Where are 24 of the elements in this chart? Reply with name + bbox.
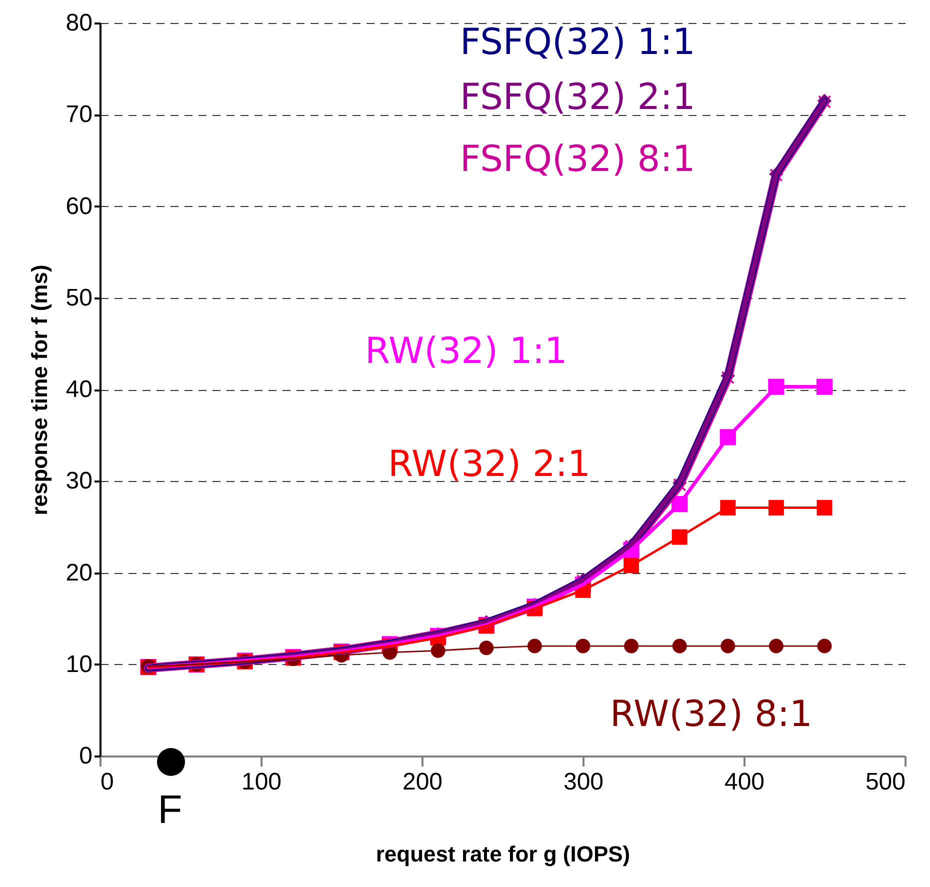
x-tick-label: 100 (241, 768, 282, 796)
text: F (158, 788, 182, 832)
x-tick-label: 400 (724, 768, 765, 796)
y-tick-label: 30 (66, 468, 92, 495)
text: RW(32) 2:1 (388, 444, 590, 485)
x-tick-label: 200 (402, 768, 443, 796)
x-axis-title: request rate for g (IOPS) (376, 842, 630, 866)
x-tick-label: 0 (100, 768, 114, 796)
y-axis-title: response time for f (ms) (26, 264, 52, 516)
text: FSFQ(32) 1:1 (460, 22, 696, 63)
y-tick-label: 10 (66, 650, 92, 678)
x-tick-label: 300 (563, 768, 604, 796)
text: RW(32) 1:1 (365, 331, 568, 372)
y-tick-label: 70 (66, 101, 92, 128)
x-tick-label: 500 (865, 768, 906, 796)
y-tick-label: 20 (66, 559, 92, 586)
text: FSFQ(32) 2:1 (460, 77, 696, 118)
y-tick-label: 40 (66, 376, 92, 403)
text: FSFQ(32) 8:1 (460, 139, 696, 180)
y-tick-label: 80 (66, 10, 92, 36)
y-tick-label: 0 (79, 742, 92, 770)
y-tick-label: 50 (66, 284, 92, 312)
y-tick-label: 60 (66, 192, 92, 220)
series-label: RW(32) 8:1 (610, 694, 812, 735)
